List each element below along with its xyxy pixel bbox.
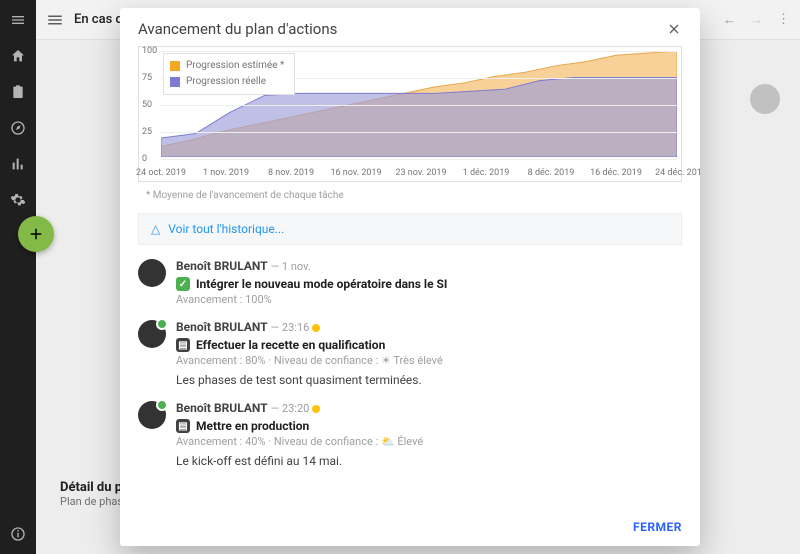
status-dot-icon	[312, 324, 320, 332]
author-name: Benoît BRULANT	[176, 259, 268, 273]
task-icon: ▤	[176, 419, 190, 433]
chart-legend: Progression estimée * Progression réelle	[163, 53, 295, 95]
progress-modal: Avancement du plan d'actions Progression…	[120, 8, 700, 546]
x-tick: 1 nov. 2019	[203, 169, 249, 179]
warning-icon: △	[151, 222, 160, 236]
y-tick: 100	[142, 46, 157, 56]
x-tick: 8 déc. 2019	[528, 169, 575, 179]
task-title: Intégrer le nouveau mode opératoire dans…	[196, 277, 447, 291]
y-tick: 25	[142, 127, 152, 137]
entry-time: — 23:16	[271, 321, 310, 334]
close-button[interactable]: FERMER	[633, 520, 682, 534]
y-tick: 75	[142, 73, 152, 83]
history-entry: Benoît BRULANT — 1 nov. ✓ Intégrer le nouv…	[138, 259, 682, 306]
author-avatar	[138, 401, 166, 429]
task-meta: Avancement : 100%	[176, 293, 682, 306]
history-entry: Benoît BRULANT — 23:20 ▤ Mettre en produc…	[138, 401, 682, 468]
progress-chart: Progression estimée * Progression réelle…	[138, 46, 682, 182]
task-meta: Avancement : 80% · Niveau de confiance :…	[176, 354, 682, 367]
task-meta: Avancement : 40% · Niveau de confiance :…	[176, 435, 682, 448]
x-tick: 16 nov. 2019	[330, 169, 381, 179]
entry-time: — 23:20	[271, 402, 310, 415]
modal-title: Avancement du plan d'actions	[138, 20, 337, 38]
status-dot-icon	[312, 405, 320, 413]
history-link-label: Voir tout l'historique...	[168, 222, 284, 236]
task-title: Effectuer la recette en qualification	[196, 338, 385, 352]
chart-footnote: * Moyenne de l'avancement de chaque tâch…	[146, 190, 682, 201]
legend-real: Progression réelle	[186, 74, 266, 90]
x-tick: 1 déc. 2019	[463, 169, 510, 179]
x-tick: 8 nov. 2019	[268, 169, 314, 179]
x-tick: 16 déc. 2019	[590, 169, 642, 179]
task-icon: ▤	[176, 338, 190, 352]
close-icon[interactable]	[666, 21, 682, 37]
x-tick: 24 déc. 2019	[655, 169, 700, 179]
entry-text: Le kick-off est défini au 14 mai.	[176, 454, 682, 468]
history-link[interactable]: △ Voir tout l'historique...	[138, 213, 682, 245]
legend-est: Progression estimée *	[186, 58, 284, 74]
y-tick: 50	[142, 100, 152, 110]
y-tick: 0	[142, 154, 147, 164]
x-tick: 24 oct. 2019	[136, 169, 186, 179]
author-avatar	[138, 320, 166, 348]
entry-time: — 1 nov.	[271, 260, 311, 273]
author-name: Benoît BRULANT	[176, 320, 268, 334]
entry-text: Les phases de test sont quasiment termin…	[176, 373, 682, 387]
history-entry: Benoît BRULANT — 23:16 ▤ Effectuer la rec…	[138, 320, 682, 387]
check-icon: ✓	[176, 277, 190, 291]
x-tick: 23 nov. 2019	[395, 169, 446, 179]
task-title: Mettre en production	[196, 419, 309, 433]
author-avatar	[138, 259, 166, 287]
author-name: Benoît BRULANT	[176, 401, 268, 415]
